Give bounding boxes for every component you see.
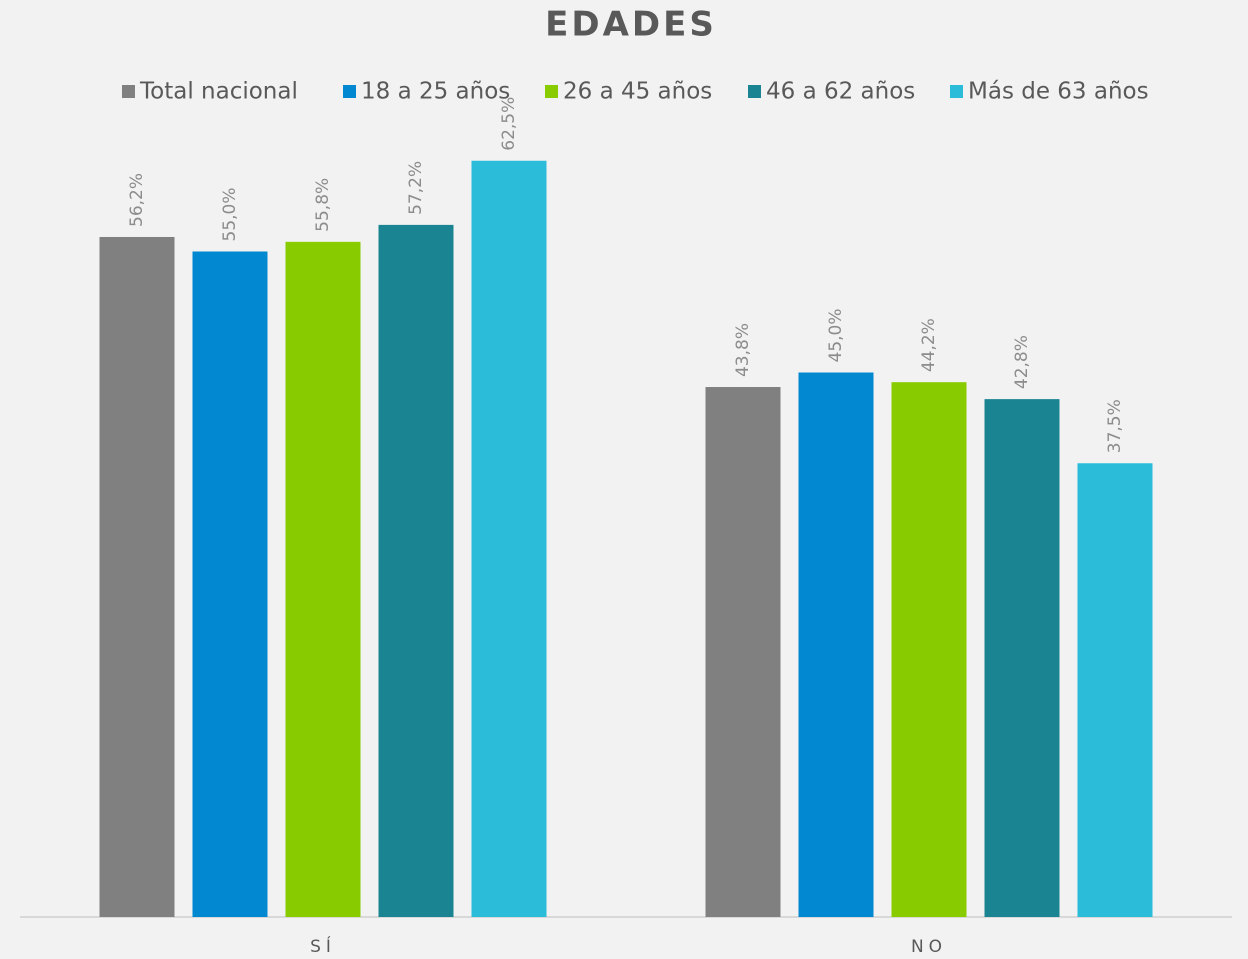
data-label: 43,8% — [733, 323, 753, 377]
bar — [99, 236, 175, 918]
legend-label: Total nacional — [139, 79, 298, 105]
data-label: 62,5% — [499, 97, 519, 151]
legend-label: Más de 63 años — [968, 79, 1149, 105]
legend-swatch — [950, 85, 963, 98]
legend-label: 18 a 25 años — [361, 79, 510, 105]
legend-swatch — [122, 85, 135, 98]
bar — [984, 399, 1060, 917]
data-label: 55,0% — [220, 187, 240, 241]
bar — [891, 382, 967, 917]
bar — [378, 224, 454, 917]
data-label: 42,8% — [1012, 335, 1032, 389]
legend-label: 46 a 62 años — [766, 79, 915, 105]
bar — [798, 372, 874, 917]
data-label: 57,2% — [406, 161, 426, 215]
data-label: 55,8% — [313, 178, 333, 232]
data-label: 37,5% — [1105, 399, 1125, 453]
bar — [192, 251, 268, 917]
legend-swatch — [748, 85, 761, 98]
x-tick-label: NO — [911, 937, 947, 957]
bar — [1077, 463, 1153, 917]
bar — [705, 387, 781, 917]
x-tick-label: SÍ — [310, 935, 336, 957]
legend-label: 26 a 45 años — [563, 79, 712, 105]
data-label: 56,2% — [127, 173, 147, 227]
data-label: 45,0% — [826, 308, 846, 362]
legend-swatch — [343, 85, 356, 98]
bar — [285, 241, 361, 917]
bar — [471, 160, 547, 917]
chart-title: EDADES — [545, 5, 717, 45]
legend-swatch — [545, 85, 558, 98]
data-label: 44,2% — [919, 318, 939, 372]
